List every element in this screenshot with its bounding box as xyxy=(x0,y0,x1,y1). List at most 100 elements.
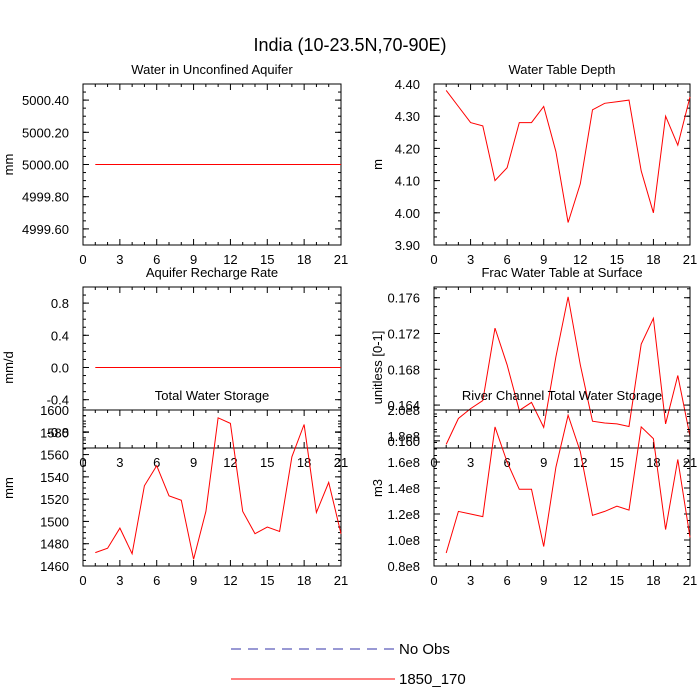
y-tick-label: 1580 xyxy=(40,425,69,440)
x-tick-label: 12 xyxy=(573,252,587,267)
chart-title: Frac Water Table at Surface xyxy=(481,265,642,280)
y-tick-label: 1560 xyxy=(40,448,69,463)
x-tick-label: 18 xyxy=(646,573,660,588)
y-tick-label: 0.0 xyxy=(51,361,69,376)
x-tick-label: 9 xyxy=(190,455,197,470)
y-tick-label: 4999.60 xyxy=(22,222,69,237)
x-tick-label: 3 xyxy=(467,252,474,267)
chart-water-table-depth: Water Table Depth 0 3 6 9 12 15 18 21 3.90 4.00 4.1… xyxy=(370,62,697,267)
x-tick-label: 9 xyxy=(190,573,197,588)
x-tick-label: 6 xyxy=(504,573,511,588)
y-tick-label: 2.0e8 xyxy=(387,403,420,418)
chart-total-water-storage: Total Water Storage 0 3 6 9 12 15 18 21 1460 1480 1… xyxy=(1,388,348,588)
y-tick-label: 4.10 xyxy=(395,174,420,189)
y-axis-label: m3 xyxy=(370,479,385,497)
x-tick-label: 21 xyxy=(334,252,348,267)
y-tick-label: 0.4 xyxy=(51,328,69,343)
y-tick-label: 1.6e8 xyxy=(387,455,420,470)
y-axis-label: unitless [0-1] xyxy=(370,331,385,405)
legend: No Obs 1850_170 xyxy=(231,641,466,688)
y-tick-label: 0.168 xyxy=(387,362,420,377)
y-tick-label: 0.160 xyxy=(387,434,420,449)
y-tick-label: 1.2e8 xyxy=(387,507,420,522)
x-tick-label: 15 xyxy=(610,573,624,588)
chart-title: Aquifer Recharge Rate xyxy=(146,265,278,280)
y-tick-label: 1600 xyxy=(40,403,69,418)
x-tick-label: 9 xyxy=(190,252,197,267)
y-tick-label: 4.40 xyxy=(395,77,420,92)
plot-frame xyxy=(433,286,691,449)
x-tick-label: 18 xyxy=(646,252,660,267)
y-axis-label: m xyxy=(370,159,385,170)
y-tick-label: 0.172 xyxy=(387,327,420,342)
x-tick-label: 12 xyxy=(223,573,237,588)
panels: Water in Unconfined Aquifer 0 3 6 9 12 15 18 21 4… xyxy=(1,62,697,588)
x-tick-label: 0 xyxy=(79,573,86,588)
y-tick-label: 3.90 xyxy=(395,238,420,253)
x-tick-label: 3 xyxy=(116,573,123,588)
x-tick-label: 12 xyxy=(573,573,587,588)
x-tick-label: 21 xyxy=(334,573,348,588)
x-tick-label: 15 xyxy=(260,573,274,588)
y-axis-label: mm xyxy=(1,477,16,499)
y-axis-label: mm/d xyxy=(1,351,16,384)
x-tick-label: 18 xyxy=(646,455,660,470)
legend-label-1850-170: 1850_170 xyxy=(399,671,466,688)
x-tick-label: 9 xyxy=(540,252,547,267)
chart-title: River Channel Total Water Storage xyxy=(462,388,662,403)
y-tick-label: 4999.80 xyxy=(22,190,69,205)
y-tick-label: 0.8e8 xyxy=(387,559,420,574)
chart-title: Water Table Depth xyxy=(509,62,616,77)
y-tick-label: -0.8 xyxy=(47,425,69,440)
x-tick-label: 12 xyxy=(573,455,587,470)
y-tick-label: 4.20 xyxy=(395,141,420,156)
y-tick-label: 1460 xyxy=(40,559,69,574)
x-tick-label: 6 xyxy=(504,252,511,267)
y-tick-label: 1.8e8 xyxy=(387,429,420,444)
x-tick-label: 21 xyxy=(683,252,697,267)
chart-river-channel-total-water-storage: River Channel Total Water Storage 0 3 6 9 12 1… xyxy=(370,388,697,588)
chart-title: Water in Unconfined Aquifer xyxy=(131,62,293,77)
x-tick-label: 0 xyxy=(430,573,437,588)
x-tick-label: 0 xyxy=(79,252,86,267)
x-tick-label: 6 xyxy=(153,252,160,267)
y-tick-label: 1480 xyxy=(40,537,69,552)
y-tick-label: 1520 xyxy=(40,492,69,507)
x-tick-label: 9 xyxy=(540,573,547,588)
x-tick-label: 21 xyxy=(683,573,697,588)
x-tick-label: 15 xyxy=(610,455,624,470)
x-tick-label: 3 xyxy=(467,455,474,470)
y-tick-label: 5000.20 xyxy=(22,125,69,140)
series-line-1850-170 xyxy=(445,90,691,223)
x-tick-label: 12 xyxy=(223,252,237,267)
chart-frac-water-table-at-surface: Frac Water Table at Surface0369121518210… xyxy=(370,265,697,470)
x-tick-label: 6 xyxy=(153,455,160,470)
chart-water-in-unconfined-aquifer: Water in Unconfined Aquifer 0 3 6 9 12 15 18 21 4… xyxy=(1,62,348,267)
y-tick-label: 4.30 xyxy=(395,109,420,124)
y-tick-label: -0.4 xyxy=(47,393,69,408)
y-tick-label: 0.164 xyxy=(387,398,420,413)
y-tick-label: 4.00 xyxy=(395,206,420,221)
x-tick-label: 9 xyxy=(540,455,547,470)
figure-title: India (10-23.5N,70-90E) xyxy=(253,35,446,55)
x-tick-label: 18 xyxy=(297,455,311,470)
x-tick-label: 15 xyxy=(260,455,274,470)
y-tick-label: 5000.40 xyxy=(22,93,69,108)
x-tick-label: 18 xyxy=(297,573,311,588)
x-tick-label: 12 xyxy=(223,455,237,470)
x-tick-label: 15 xyxy=(610,252,624,267)
y-tick-label: 5000.00 xyxy=(22,158,69,173)
y-tick-label: 1540 xyxy=(40,470,69,485)
y-tick-label: 1.0e8 xyxy=(387,533,420,548)
y-tick-label: 1.4e8 xyxy=(387,481,420,496)
legend-label-no-obs: No Obs xyxy=(399,641,450,658)
x-tick-label: 3 xyxy=(116,455,123,470)
x-tick-label: 6 xyxy=(153,573,160,588)
series-line-1850-170 xyxy=(445,296,691,445)
x-tick-label: 3 xyxy=(467,573,474,588)
y-tick-label: 0.176 xyxy=(387,291,420,306)
x-tick-label: 15 xyxy=(260,252,274,267)
y-tick-label: 1500 xyxy=(40,514,69,529)
